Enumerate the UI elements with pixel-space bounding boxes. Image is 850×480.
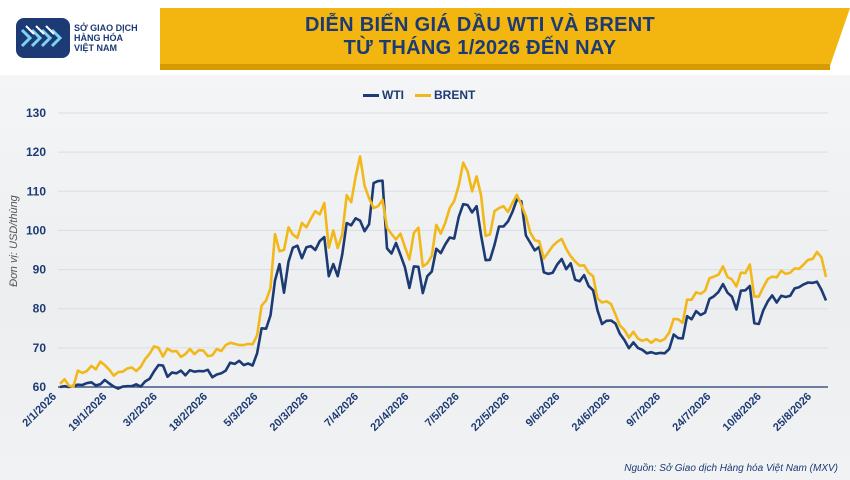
logo-line-1: SỞ GIAO DỊCH bbox=[74, 23, 138, 33]
x-tick-label: 18/2/2026 bbox=[167, 391, 210, 434]
y-tick-label: 110 bbox=[27, 184, 47, 198]
chart-title: DIỄN BIẾN GIÁ DẦU WTI VÀ BRENT TỪ THÁNG … bbox=[240, 14, 720, 60]
legend-label-brent: BRENT bbox=[434, 88, 476, 102]
legend-swatch-wti bbox=[363, 93, 379, 97]
series-lines bbox=[59, 155, 828, 390]
x-tick-label: 25/8/2026 bbox=[771, 391, 814, 434]
x-tick-label: 24/6/2026 bbox=[570, 391, 613, 434]
logo-text: SỞ GIAO DỊCH HÀNG HÓA VIỆT NAM bbox=[74, 23, 138, 53]
series-line-brent bbox=[59, 155, 828, 388]
x-tick-label: 24/7/2026 bbox=[670, 391, 713, 434]
x-tick-label: 7/4/2026 bbox=[322, 391, 361, 430]
y-axis-ticks: 60 70 80 90 100 110 120 130 bbox=[26, 106, 46, 394]
grid bbox=[58, 112, 828, 388]
title-line-1: DIỄN BIẾN GIÁ DẦU WTI VÀ BRENT bbox=[304, 14, 656, 36]
x-tick-label: 2/1/2026 bbox=[20, 391, 59, 430]
y-tick-label: 70 bbox=[33, 341, 47, 355]
y-tick-label: 100 bbox=[26, 223, 46, 237]
legend-item-brent: BRENT bbox=[415, 88, 475, 102]
x-tick-label: 20/3/2026 bbox=[268, 391, 311, 434]
x-tick-label: 9/7/2026 bbox=[624, 391, 663, 430]
x-tick-label: 10/8/2026 bbox=[721, 391, 764, 434]
title-line-2: TỪ THÁNG 1/2026 ĐẾN NAY bbox=[343, 37, 617, 59]
legend-label-wti: WTI bbox=[382, 88, 404, 102]
title-banner bbox=[160, 8, 850, 68]
mxv-logo: SỞ GIAO DỊCH HÀNG HÓA VIỆT NAM bbox=[16, 14, 166, 62]
x-tick-label: 5/3/2026 bbox=[222, 391, 261, 430]
x-tick-label: 22/4/2026 bbox=[368, 391, 411, 434]
mxv-logo-icon bbox=[16, 18, 70, 58]
title-banner-shadow bbox=[160, 64, 830, 70]
background-panel bbox=[0, 75, 850, 480]
legend-swatch-brent bbox=[415, 93, 431, 97]
legend-item-wti: WTI bbox=[363, 88, 404, 102]
y-tick-label: 120 bbox=[26, 145, 46, 159]
logo-line-2: HÀNG HÓA bbox=[74, 33, 123, 43]
y-tick-label: 90 bbox=[33, 263, 47, 277]
x-tick-label: 7/5/2026 bbox=[423, 391, 462, 430]
series-line-wti bbox=[59, 179, 828, 390]
x-tick-label: 9/6/2026 bbox=[524, 391, 563, 430]
y-tick-label: 130 bbox=[26, 106, 46, 120]
source-note: Nguồn: Sở Giao dịch Hàng hóa Việt Nam (M… bbox=[624, 463, 838, 474]
header: DIỄN BIẾN GIÁ DẦU WTI VÀ BRENT TỪ THÁNG … bbox=[0, 0, 850, 75]
x-tick-label: 3/2/2026 bbox=[121, 391, 160, 430]
x-axis-ticks: 2/1/2026 19/1/2026 3/2/2026 18/2/2026 5/3/20… bbox=[20, 391, 814, 434]
logo-line-3: VIỆT NAM bbox=[74, 43, 118, 53]
y-tick-label: 60 bbox=[33, 380, 47, 394]
y-tick-label: 80 bbox=[33, 302, 47, 316]
x-tick-label: 22/5/2026 bbox=[469, 391, 512, 434]
x-tick-label: 19/1/2026 bbox=[66, 391, 109, 434]
